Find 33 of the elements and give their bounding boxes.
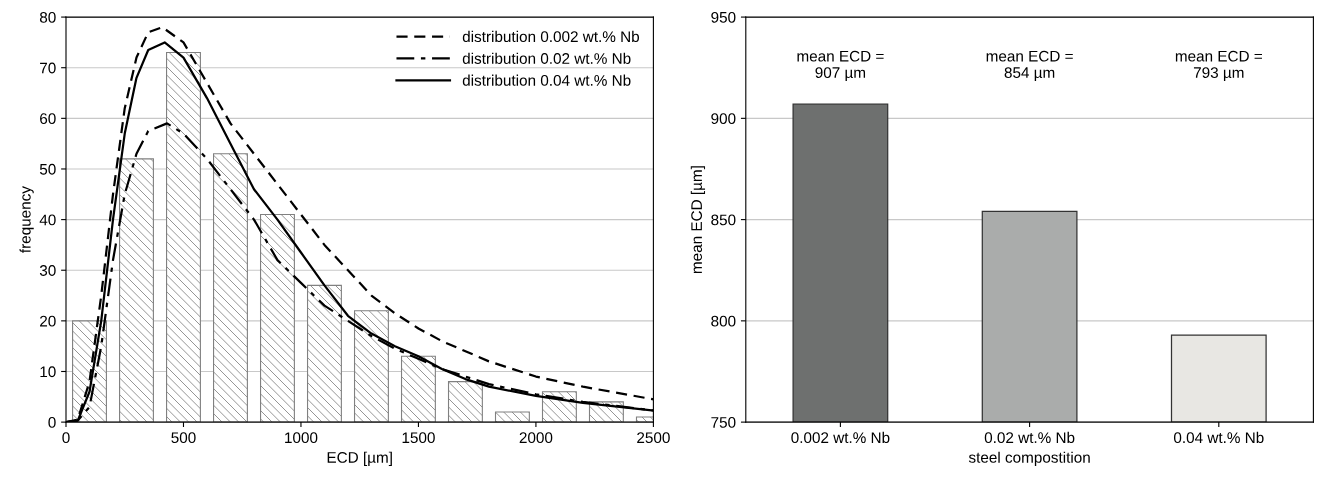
- x-tick-label: 2000: [519, 432, 553, 444]
- annotation: mean ECD = 907 µm: [797, 50, 884, 82]
- annotation: mean ECD = 854 µm: [986, 50, 1073, 82]
- y-tick-label: 20: [40, 315, 56, 327]
- y-tick-label: 0: [48, 416, 56, 428]
- x-axis-title: ECD [µm]: [327, 451, 392, 466]
- annotation: mean ECD = 793 µm: [1175, 50, 1262, 82]
- y-tick-label: 50: [39, 163, 56, 175]
- x-tick-label: 0: [62, 432, 70, 444]
- y-tick-label: 800: [711, 315, 736, 327]
- y-axis-title: frequency: [19, 186, 34, 253]
- legend-label: distribution 0.02 wt.% Nb: [462, 52, 631, 64]
- x-tick-label: 1000: [285, 432, 318, 444]
- x-tick-label: 0.04 wt.% Nb: [1173, 431, 1264, 444]
- x-tick-label: 0.002 wt.% Nb: [791, 431, 890, 444]
- y-tick-label: 900: [711, 113, 736, 125]
- y-tick-label: 10: [40, 366, 56, 378]
- x-tick-label: 2500: [637, 432, 670, 444]
- y-tick-label: 40: [39, 214, 56, 226]
- x-axis-title: steel compostition: [968, 451, 1090, 466]
- y-tick-label: 30: [39, 265, 56, 276]
- y-axis-title: mean ECD [µm]: [690, 166, 706, 274]
- y-tick-label: 950: [711, 11, 736, 23]
- y-tick-label: 60: [40, 113, 56, 125]
- x-tick-label: 1500: [402, 432, 435, 444]
- legend-label: distribution 0.002 wt.% Nb: [462, 30, 640, 43]
- y-tick-label: 750: [711, 416, 736, 428]
- legend-label: distribution 0.04 wt.% Nb: [462, 74, 631, 86]
- y-tick-label: 850: [711, 214, 736, 226]
- y-tick-label: 80: [39, 11, 56, 23]
- x-tick-label: 0.02 wt.% Nb: [984, 431, 1075, 444]
- y-tick-label: 70: [40, 62, 56, 74]
- x-tick-label: 500: [171, 432, 196, 444]
